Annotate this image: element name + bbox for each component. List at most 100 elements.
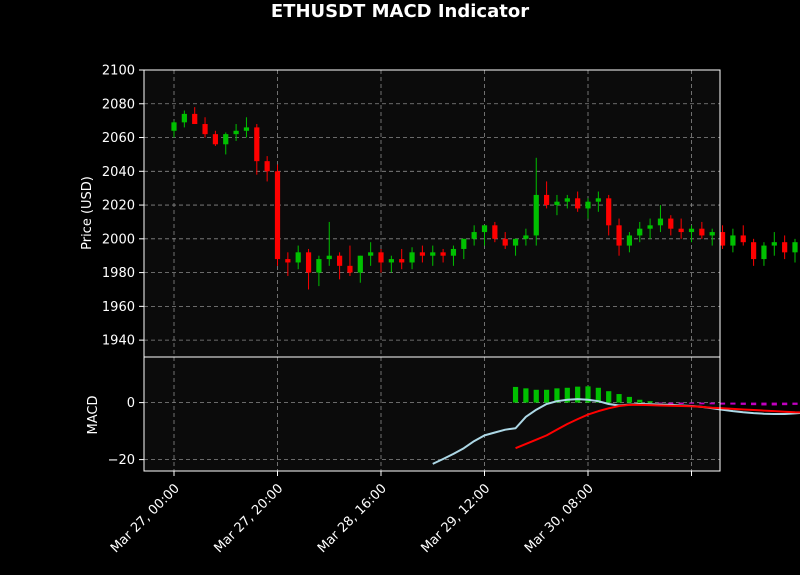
candle-body (471, 232, 477, 239)
histogram-bar (678, 402, 684, 405)
candle-body (709, 232, 715, 236)
macd-tick-label: −20 (108, 453, 135, 468)
candle-body (761, 245, 767, 260)
histogram-bar (740, 402, 746, 405)
candle-body (440, 252, 446, 256)
candle-body (678, 228, 684, 233)
candle-body (647, 225, 653, 229)
chart-title: ETHUSDT MACD Indicator (271, 1, 529, 22)
candle-body (688, 228, 695, 233)
x-tick-label: Mar 29, 12:00 (418, 481, 493, 556)
candle-body (223, 134, 229, 145)
candle-body (751, 242, 757, 260)
price-tick-label: 2080 (102, 97, 135, 112)
histogram-bar (626, 396, 632, 403)
candle-body (357, 255, 363, 273)
histogram-bar (512, 386, 519, 403)
candle-body (264, 161, 270, 172)
histogram-bar (637, 399, 643, 403)
histogram-bar (782, 402, 788, 406)
candle-body (243, 127, 250, 131)
macd-plot-area (144, 357, 720, 471)
histogram-bar (668, 402, 674, 405)
candle-body (181, 113, 187, 123)
price-tick-label: 1940 (102, 334, 135, 349)
candle-body (523, 235, 529, 239)
candle-body (347, 265, 353, 273)
macd-axis-label: MACD (86, 396, 101, 435)
histogram-bar (564, 387, 570, 403)
price-tick-label: 2000 (102, 232, 135, 247)
candle-body (316, 259, 322, 273)
x-tick-label: Mar 27, 00:00 (108, 481, 183, 556)
candle-body (595, 198, 601, 202)
macd-tick-label: 0 (127, 396, 135, 411)
x-tick-label: Mar 30, 08:00 (522, 481, 597, 556)
histogram-bar (544, 389, 550, 403)
signal-line (515, 403, 800, 450)
candle-body (668, 218, 674, 229)
histogram-bar (730, 402, 736, 405)
price-panel: 1940 1960 1980 2000 2020 2040 2060 2080 2100 (102, 64, 798, 358)
candle-body (533, 194, 539, 236)
candle-body (337, 255, 343, 266)
price-axis-label: Price (USD) (80, 176, 95, 250)
candle-body (430, 252, 436, 256)
candle-body (719, 232, 726, 246)
histogram-bar (719, 402, 726, 405)
price-tick-label: 2100 (102, 64, 135, 79)
x-tick-label: Mar 28, 16:00 (315, 481, 390, 556)
candle-body (233, 130, 239, 135)
candle-body (564, 198, 570, 202)
histogram-bar (709, 402, 715, 405)
candle-body (285, 259, 291, 263)
candle-body (637, 228, 643, 236)
macd-panel: −20 0 (108, 356, 800, 472)
histogram-bar (751, 402, 757, 406)
candle-body (512, 238, 519, 246)
x-tick-label: Mar 27, 20:00 (211, 481, 286, 556)
histogram-bar (585, 386, 591, 403)
histogram-bar (657, 402, 664, 404)
candle-body (295, 252, 301, 263)
candle-body (502, 238, 508, 246)
candle-body (461, 238, 467, 249)
price-tick-label: 2020 (102, 199, 135, 214)
candle-body (192, 113, 198, 125)
candle-body (254, 127, 260, 162)
candle-body (771, 242, 777, 246)
candle-body (326, 255, 332, 260)
candle-body (782, 242, 788, 253)
price-tick-label: 2040 (102, 165, 135, 180)
histogram-bar (771, 402, 777, 406)
candle-body (399, 259, 405, 263)
candle-body (575, 198, 581, 209)
candle-body (171, 122, 177, 131)
candle-body (481, 225, 488, 233)
candle-body (730, 235, 736, 246)
histogram-bar (595, 387, 601, 403)
candle-body (212, 134, 218, 145)
histogram-bar (761, 402, 767, 406)
histogram-bar (606, 391, 612, 403)
macd-frame (143, 356, 721, 472)
price-tick-label: 1980 (102, 266, 135, 281)
histogram-bar (575, 386, 581, 403)
histogram-bar (688, 402, 695, 404)
candle-body (419, 252, 425, 256)
histogram-bar (616, 394, 622, 403)
candle-body (606, 198, 612, 226)
candle-body (657, 218, 664, 226)
candle-body (554, 201, 560, 206)
candle-body (450, 248, 457, 256)
histogram-bar (523, 388, 529, 403)
histogram-bar (554, 388, 560, 403)
histogram-bar (792, 402, 798, 405)
histogram-bar (647, 401, 653, 403)
macd-line (432, 398, 800, 465)
candle-body (544, 194, 550, 206)
candle-body (409, 252, 415, 263)
price-plot-area (144, 70, 720, 357)
candle-body (305, 252, 312, 273)
